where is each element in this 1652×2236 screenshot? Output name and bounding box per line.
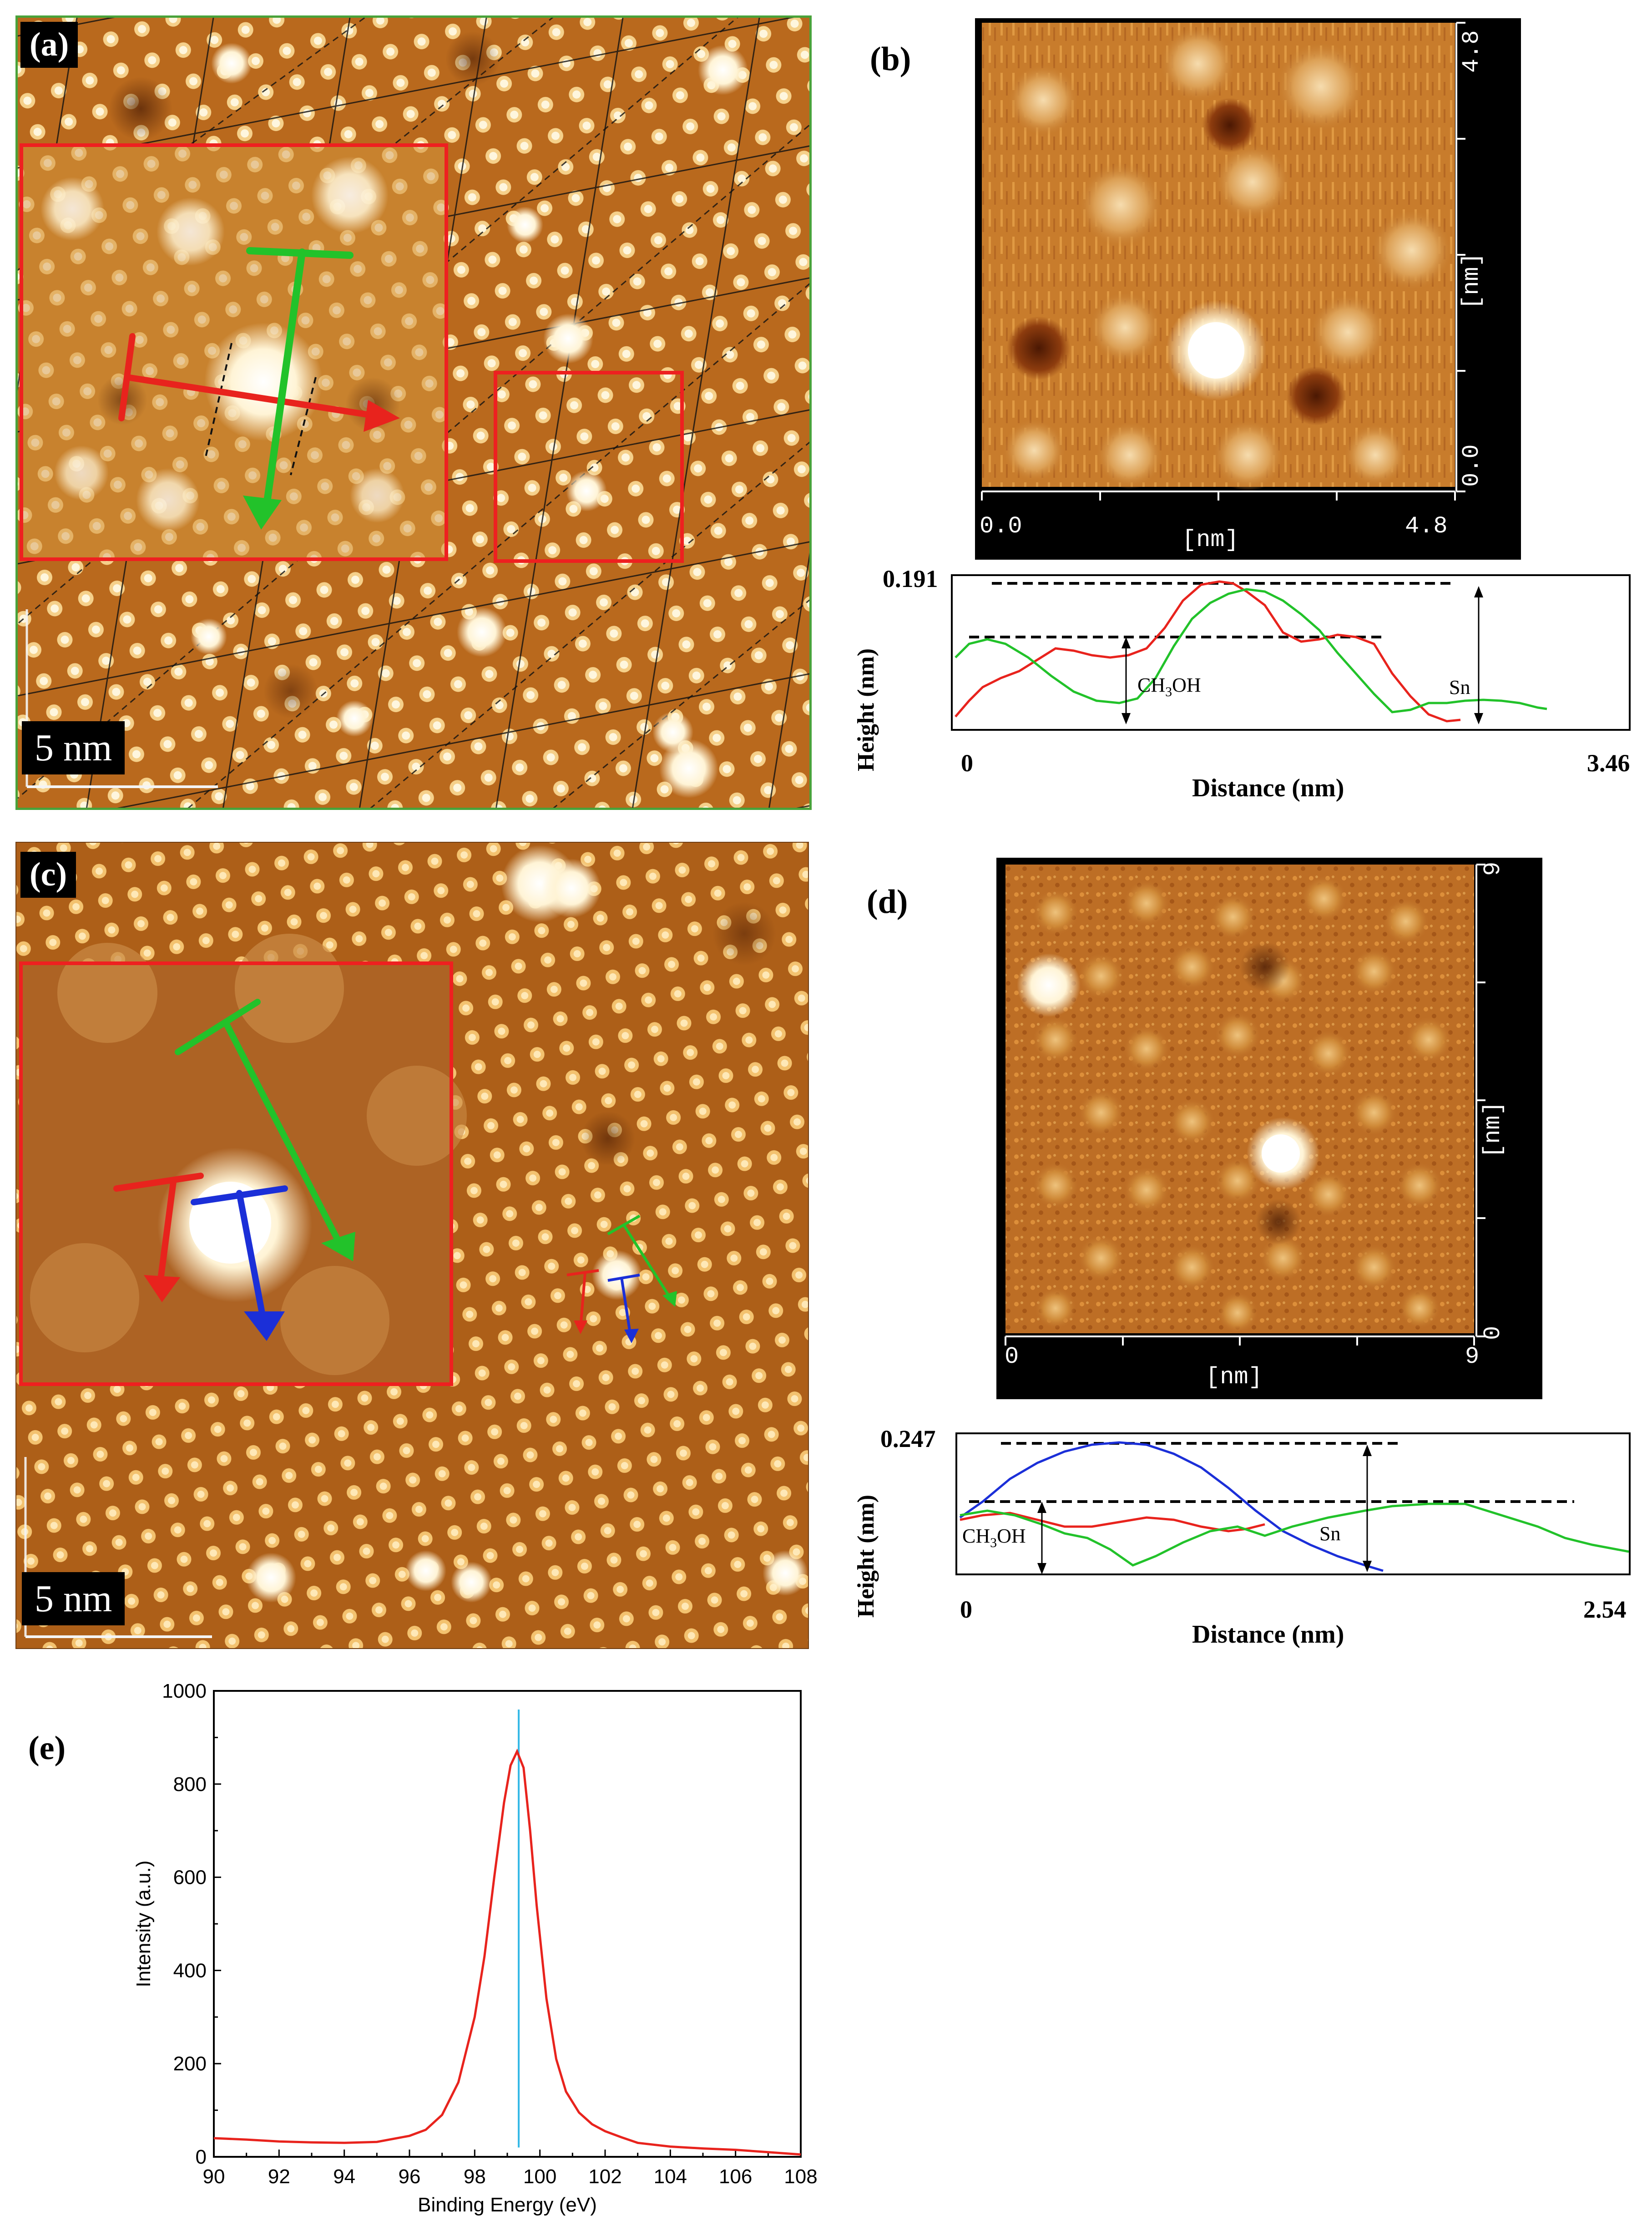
x-axis-title: Binding Energy (eV)	[418, 2194, 597, 2216]
panel-label-d: (d)	[867, 883, 908, 921]
profile-d-green-trace	[960, 1502, 1629, 1567]
scale-bar-label-a: 5 nm	[22, 721, 125, 774]
d-axis-y-unit: [nm]	[1480, 1101, 1506, 1158]
profile-d-xstart: 0	[960, 1596, 972, 1623]
profile-d-xend: 2.54	[1583, 1596, 1627, 1623]
b-axis-y-end: 4.8	[1458, 30, 1485, 73]
profile-d-annot-metal: Sn	[1319, 1523, 1340, 1545]
x-tick-label: 104	[654, 2165, 687, 2188]
d-axis-y-start: 0	[1480, 1326, 1506, 1340]
d-axis-x-start: 0	[1005, 1343, 1019, 1370]
zoom-region-a	[494, 371, 684, 563]
profile-b-xlabel: Distance (nm)	[1192, 774, 1344, 802]
y-tick-label: 800	[173, 1773, 207, 1796]
stm-image-b: 0.0 4.8 [nm] 0.0 4.8 [nm]	[980, 22, 1485, 553]
stm-surface-c	[16, 843, 808, 1648]
profile-d-blue-trace	[959, 1441, 1384, 1572]
profile-arrow-green-a	[243, 247, 354, 530]
inset-a	[20, 143, 448, 561]
profile-b-annot-metal: Sn	[1449, 676, 1470, 698]
y-tick-label: 0	[196, 2146, 207, 2168]
d-axis-x-end: 9	[1465, 1343, 1479, 1370]
y-axis-title: Intensity (a.u.)	[132, 1861, 155, 1988]
d-axis-x-unit: [nm]	[1206, 1364, 1263, 1391]
x-tick-label: 96	[399, 2165, 421, 2188]
b-axis-x-unit: [nm]	[1182, 526, 1239, 553]
y-tick-label: 200	[173, 2053, 207, 2075]
x-tick-label: 108	[784, 2165, 817, 2188]
y-tick-label: 1000	[162, 1680, 207, 1702]
inset-c	[19, 934, 467, 1386]
profile-d-ylabel: Height (nm)	[853, 1495, 879, 1618]
panel-label-c: (c)	[20, 852, 76, 898]
profile-d-red-trace	[960, 1512, 1265, 1533]
x-tick-label: 98	[464, 2165, 486, 2188]
stm-image-d: 0 9 [nm] 0 9 [nm]	[1005, 862, 1506, 1391]
b-axis-x-end: 4.8	[1405, 513, 1448, 540]
stm-image-a	[15, 15, 812, 810]
profile-b-xstart: 0	[961, 749, 973, 777]
b-axis-y-unit: [nm]	[1458, 253, 1485, 309]
panel-label-b: (b)	[870, 40, 911, 78]
x-tick-label: 92	[268, 2165, 290, 2188]
scale-bar-label-c: 5 nm	[22, 1572, 125, 1625]
profile-b-xend: 3.46	[1587, 749, 1630, 777]
panel-label-a: (a)	[20, 22, 78, 68]
x-tick-label: 94	[333, 2165, 355, 2188]
stm-surface-a	[18, 18, 809, 808]
profile-arrow-red-a	[118, 333, 400, 432]
panel-label-e: (e)	[28, 1730, 66, 1767]
profile-d-xlabel: Distance (nm)	[1192, 1620, 1344, 1649]
stm-image-d-frame: 0 9 [nm] 0 9 [nm]	[996, 858, 1542, 1399]
stm-image-b-frame: 0.0 4.8 [nm] 0.0 4.8 [nm]	[975, 18, 1521, 560]
x-tick-label: 102	[588, 2165, 621, 2188]
x-tick-label: 100	[523, 2165, 556, 2188]
profile-d-annot-molecule: CH3OH	[962, 1525, 1026, 1550]
b-axis-y-start: 0.0	[1458, 444, 1485, 487]
profile-d: 0.247 Height (nm) 0 2.54 Distance (nm) C…	[853, 1425, 1631, 1649]
profile-b-green-trace	[955, 588, 1547, 713]
plot-frame	[213, 1690, 802, 2158]
xps-series-line	[213, 1748, 801, 2156]
x-tick-label: 90	[203, 2165, 225, 2188]
y-tick-label: 600	[173, 1867, 207, 1889]
profile-b-ymax: 0.191	[883, 565, 938, 592]
profile-b: 0.191 Height (nm) 0 3.46 Distance (nm) C…	[853, 565, 1631, 802]
xps-chart: 90 92 94 96 98 100 102 104 106 108 0 200 400 600 800 10…	[132, 1680, 818, 2216]
x-tick-label: 106	[719, 2165, 752, 2188]
d-axis-y-end: 9	[1480, 862, 1506, 876]
profile-d-ymax: 0.247	[880, 1425, 936, 1452]
y-tick-label: 400	[173, 1959, 207, 1982]
profile-b-ylabel: Height (nm)	[853, 648, 879, 771]
stm-image-c	[15, 842, 809, 1649]
b-axis-x-start: 0.0	[980, 513, 1022, 540]
